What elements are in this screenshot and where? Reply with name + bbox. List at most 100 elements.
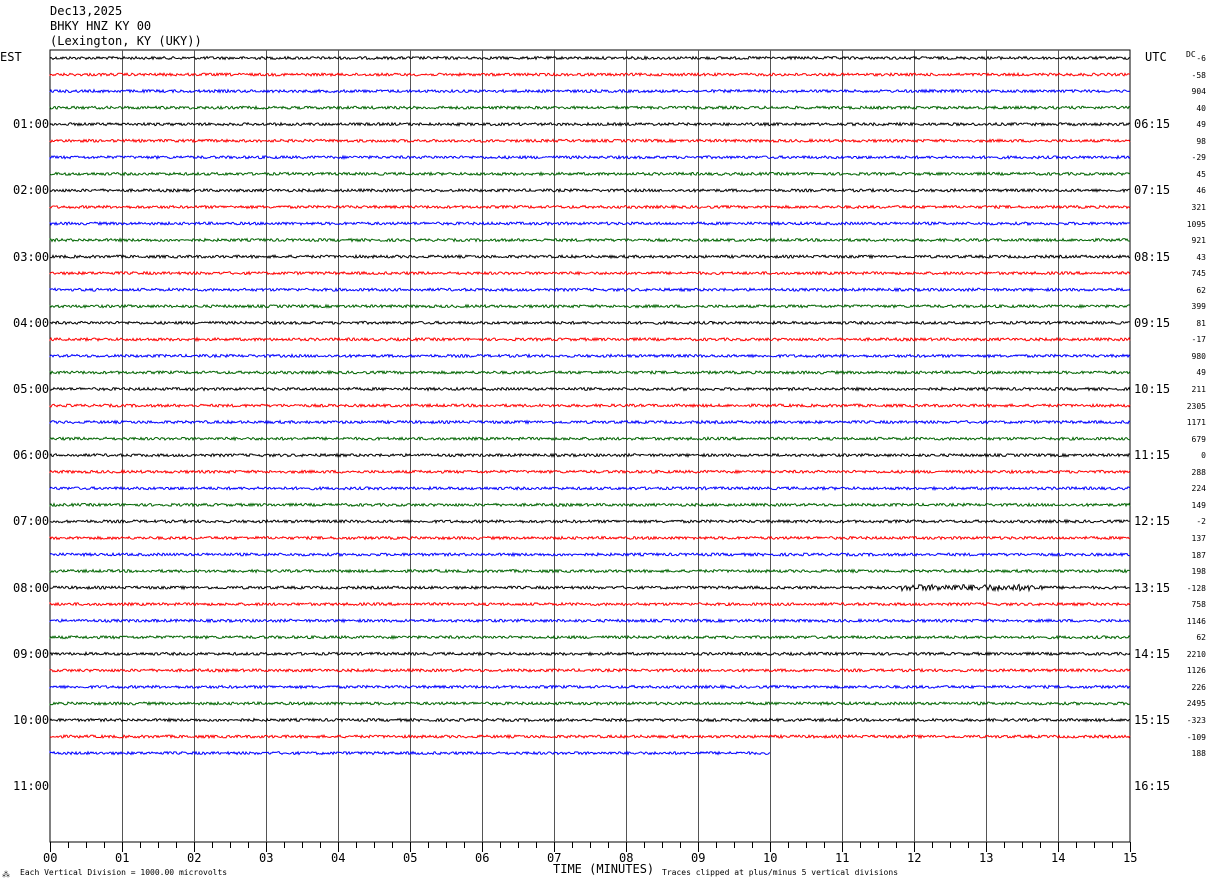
seismic-trace (49, 204, 1131, 210)
dc-offset-label: 62 (1196, 285, 1206, 295)
plot-frame (49, 49, 1131, 843)
seismic-trace (49, 568, 1131, 574)
footer-clip-note: Traces clipped at plus/minus 5 vertical … (662, 868, 899, 877)
x-tick-label: 09 (691, 851, 706, 865)
dc-offset-label: 921 (1191, 236, 1206, 246)
seismic-trace (49, 733, 1131, 740)
x-tick-label: 04 (331, 851, 346, 865)
seismic-trace (49, 237, 1131, 243)
seismic-trace (49, 154, 1131, 160)
dc-offset-label: 0 (1201, 451, 1206, 461)
seismic-trace (49, 402, 1131, 409)
x-tick-label: 02 (187, 851, 202, 865)
utc-hour-label: 10:15 (1134, 382, 1171, 396)
dc-offset-label: 904 (1191, 87, 1206, 97)
seismic-trace (49, 138, 1131, 144)
seismic-trace (49, 583, 1131, 593)
dc-offset-label: 137 (1191, 533, 1206, 543)
dc-offset-label: -128 (1186, 583, 1206, 593)
seismic-trace (49, 303, 1131, 309)
dc-offset-label: 758 (1191, 600, 1206, 610)
utc-hour-label: 15:15 (1134, 713, 1171, 727)
dc-offset-label: 98 (1196, 136, 1206, 146)
seismic-trace (49, 601, 1131, 607)
plot-date: Dec13,2025 (50, 4, 123, 18)
dc-offset-label: -58 (1191, 70, 1206, 80)
plot-grid (49, 49, 1131, 843)
seismic-trace (49, 336, 1131, 343)
seismic-trace (49, 651, 1131, 657)
est-hour-label: 06:00 (13, 448, 50, 463)
x-tick-label: 14 (1051, 851, 1066, 865)
left-timezone-label: EST (0, 50, 22, 64)
dc-offset-label: 211 (1191, 385, 1206, 394)
seismic-trace (49, 452, 1131, 458)
dc-offset-label: 224 (1191, 484, 1206, 494)
utc-hour-label: 12:15 (1134, 514, 1171, 529)
dc-offset-label: 49 (1196, 368, 1206, 378)
seismic-trace (49, 105, 1131, 111)
seismic-trace (49, 171, 1131, 177)
x-tick-label: 01 (115, 851, 130, 865)
seismic-trace (49, 187, 1130, 194)
dc-offset-label: -6 (1196, 54, 1206, 63)
est-hour-label: 11:00 (13, 779, 50, 794)
utc-hour-label: 16:15 (1134, 779, 1171, 794)
dc-offset-label: 1095 (1186, 219, 1206, 229)
dc-offset-label: 745 (1191, 269, 1206, 279)
seismic-trace (49, 270, 1131, 276)
x-tick-label: 06 (475, 851, 490, 865)
x-axis-title: TIME (MINUTES) (553, 862, 655, 876)
utc-hour-label: 14:15 (1134, 646, 1171, 661)
seismic-trace (49, 518, 1131, 525)
dc-offset-label: 1126 (1186, 666, 1206, 676)
seismic-trace (49, 618, 1131, 624)
dc-offset-label: 1146 (1186, 616, 1206, 626)
x-tick-label: 12 (907, 851, 922, 865)
seismic-trace (49, 468, 1131, 475)
dc-offset-label: 46 (1196, 186, 1206, 196)
dc-offset-label: 188 (1191, 749, 1206, 759)
dc-offset-label: -109 (1186, 732, 1206, 742)
x-tick-label: 08 (619, 851, 634, 865)
dc-offset-label: 679 (1191, 434, 1206, 444)
dc-offset-label: 43 (1196, 252, 1206, 262)
seismic-trace (49, 436, 1131, 442)
dc-offset-label: 2495 (1186, 699, 1206, 709)
dc-offset-label: 399 (1191, 302, 1206, 312)
dc-offset-label: 2210 (1186, 649, 1206, 659)
x-tick-label: 15 (1123, 851, 1138, 865)
x-tick-label: 11 (835, 851, 850, 865)
dc-offset-label: 187 (1191, 550, 1206, 560)
dc-offset-label: 45 (1196, 169, 1206, 179)
utc-hour-label: 07:15 (1134, 183, 1171, 198)
x-tick-label: 13 (979, 851, 994, 865)
x-tick-label: 05 (403, 851, 418, 865)
dc-offset-label: 1171 (1186, 418, 1206, 428)
dc-offset-label: 149 (1191, 500, 1206, 510)
seismic-trace (49, 684, 1131, 690)
dc-offset-label: 321 (1191, 202, 1206, 212)
est-hour-label: 05:00 (13, 382, 50, 396)
seismic-trace (49, 419, 1131, 425)
utc-hour-label: 11:15 (1134, 448, 1171, 463)
seismic-trace (49, 353, 1131, 359)
seismic-trace (49, 253, 1131, 260)
seismic-trace (49, 485, 1131, 492)
dc-offset-label: 81 (1196, 318, 1206, 328)
seismic-trace (49, 700, 1131, 707)
est-hour-label: 09:00 (13, 646, 50, 661)
seismic-trace (49, 287, 1131, 293)
est-hour-label: 02:00 (13, 183, 50, 198)
seismic-trace (49, 220, 1131, 227)
station-location: (Lexington, KY (UKY)) (50, 34, 202, 48)
seismic-trace (49, 88, 1131, 94)
dc-offset-label: 226 (1191, 682, 1206, 692)
right-timezone-label: UTC (1145, 50, 1167, 64)
dc-offset-label: -2 (1196, 517, 1206, 527)
seismic-trace (49, 750, 771, 756)
station-code: BHKY HNZ KY 00 (50, 19, 152, 33)
seismic-trace (49, 121, 1131, 128)
seismic-trace (49, 320, 1131, 326)
dc-offset-label: -323 (1186, 716, 1206, 725)
